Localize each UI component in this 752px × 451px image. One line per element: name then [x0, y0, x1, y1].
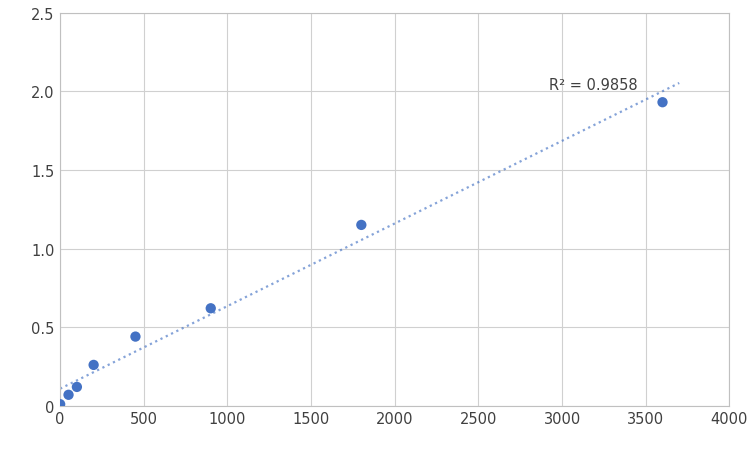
Point	[129, 333, 141, 341]
Point	[355, 222, 367, 229]
Point	[205, 305, 217, 312]
Point	[87, 362, 99, 369]
Point	[656, 99, 669, 106]
Point	[71, 383, 83, 391]
Text: R² = 0.9858: R² = 0.9858	[549, 78, 638, 93]
Point	[54, 401, 66, 408]
Point	[62, 391, 74, 399]
